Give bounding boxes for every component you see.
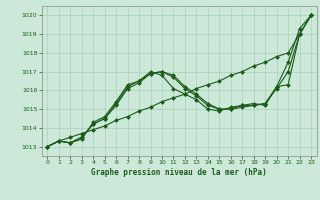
X-axis label: Graphe pression niveau de la mer (hPa): Graphe pression niveau de la mer (hPa) — [91, 168, 267, 177]
